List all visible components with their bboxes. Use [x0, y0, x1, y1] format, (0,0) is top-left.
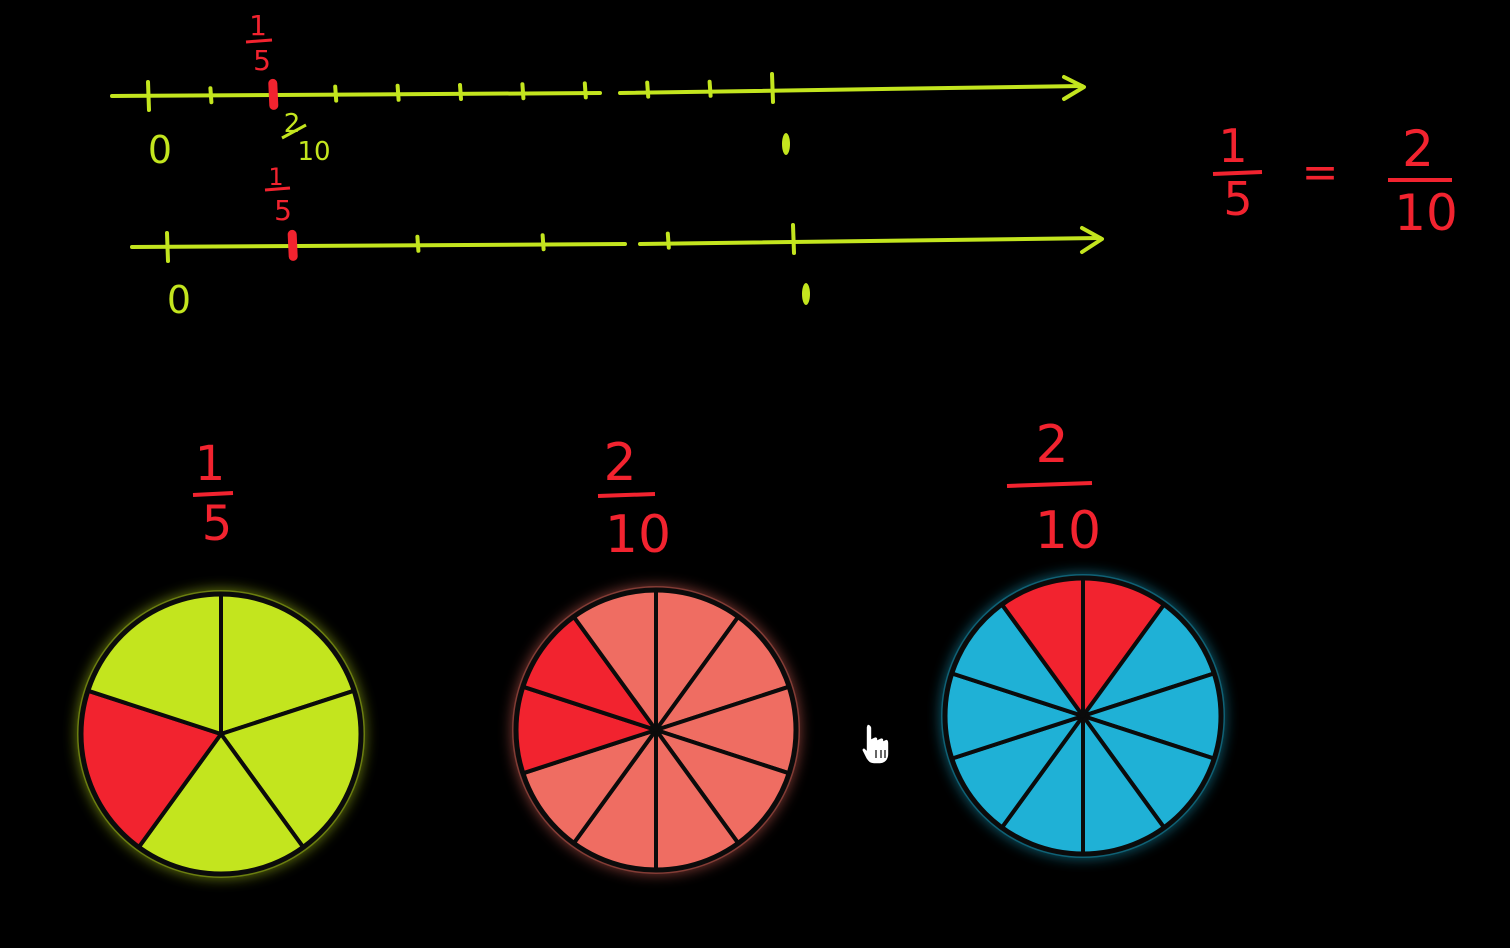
- alt-fraction-label: 2 10: [281, 109, 331, 167]
- marked-fraction-label: 1 5: [264, 163, 292, 227]
- one-guide-mark: [802, 283, 810, 305]
- zero-label: 0: [167, 278, 191, 322]
- right-numerator: 2: [1402, 120, 1434, 178]
- pie-outline: [78, 591, 364, 877]
- tick-mark: [582, 81, 588, 100]
- tick-mark: [665, 231, 671, 250]
- arrow-head-icon: [1062, 75, 1086, 101]
- highlighted-tick: [268, 78, 279, 110]
- pie-label-3: 2 10: [1006, 415, 1101, 561]
- fraction-numerator: 1: [268, 163, 283, 191]
- left-numerator: 1: [1218, 119, 1247, 173]
- zero-label: 0: [148, 128, 172, 172]
- pie-tenths-cyan: [941, 574, 1225, 858]
- number-line-axis: [130, 236, 1102, 249]
- fraction-denominator: 5: [253, 44, 271, 77]
- tick-mark: [770, 72, 775, 104]
- tick-mark: [540, 233, 546, 252]
- number-line-tenths: 0 1 5 2 10: [110, 9, 1086, 172]
- fraction-denominator: 10: [1035, 501, 1101, 561]
- fraction-bar: [192, 491, 234, 497]
- tick-mark: [165, 231, 170, 263]
- fraction-denominator: 10: [297, 137, 330, 167]
- pie-outline: [942, 575, 1224, 857]
- equals-sign: =: [1302, 147, 1339, 198]
- pie-label-1: 1 5: [192, 436, 234, 552]
- tick-mark: [707, 79, 713, 98]
- pie-fifths: [77, 590, 365, 878]
- pie-outline: [513, 587, 799, 873]
- arrow-head-icon: [1080, 226, 1104, 254]
- tick-mark: [333, 84, 339, 103]
- fraction-denominator: 10: [605, 505, 671, 565]
- tick-mark: [415, 234, 421, 253]
- highlighted-tick: [287, 229, 298, 261]
- marked-fraction-label: 1 5: [245, 9, 273, 77]
- hand-pointer-icon: [860, 723, 890, 765]
- left-denominator: 5: [1223, 172, 1252, 226]
- tick-mark: [395, 83, 401, 102]
- fraction-bar: [245, 38, 273, 44]
- fraction-numerator: 1: [195, 436, 226, 492]
- fraction-numerator: 2: [603, 433, 636, 493]
- fraction-bar: [281, 123, 307, 140]
- tick-mark: [520, 82, 526, 101]
- fraction-numerator: 2: [1035, 415, 1068, 475]
- tick-mark: [208, 86, 214, 105]
- tick-mark: [458, 83, 463, 101]
- number-line-fifths: 0 1 5: [130, 163, 1104, 322]
- tick-mark: [146, 80, 151, 112]
- pie-tenths-salmon: [512, 586, 800, 874]
- fraction-denominator: 5: [202, 496, 233, 552]
- fraction-bar: [1006, 481, 1093, 488]
- tick-mark: [645, 80, 651, 99]
- fraction-bar: [597, 492, 656, 498]
- right-denominator: 10: [1394, 184, 1458, 242]
- one-guide-mark: [782, 133, 790, 155]
- pie-label-2: 2 10: [597, 433, 671, 565]
- fraction-denominator: 5: [274, 194, 292, 227]
- number-line-axis: [110, 84, 1084, 98]
- tick-marks: [165, 223, 796, 263]
- fraction-bar: [264, 186, 291, 192]
- fraction-numerator: 1: [249, 9, 267, 42]
- tick-mark: [791, 223, 796, 255]
- tick-marks: [146, 72, 775, 112]
- equivalence-equation: 1 5 = 2 10: [1212, 119, 1458, 242]
- left-fraction-bar: [1212, 170, 1263, 176]
